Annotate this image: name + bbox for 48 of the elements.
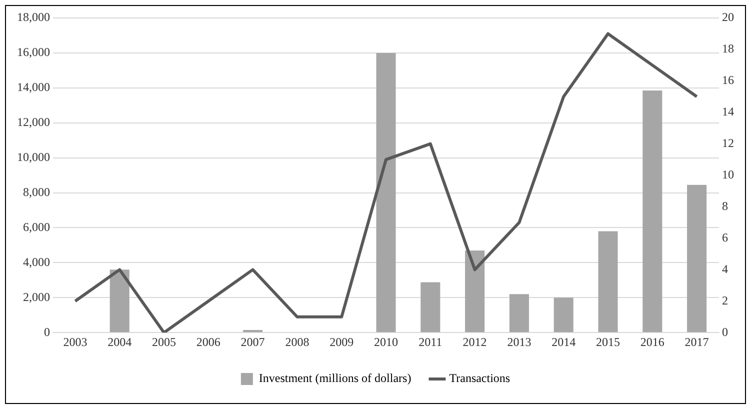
y2-tick-label: 12 [722, 136, 734, 150]
y2-tick-label: 6 [722, 230, 728, 244]
x-tick-label: 2008 [285, 334, 310, 349]
x-tick-label: 2012 [462, 334, 487, 349]
bar [509, 294, 529, 332]
x-tick-label: 2007 [240, 334, 265, 349]
y2-tick-label: 16 [722, 73, 734, 88]
y2-tick-label: 10 [722, 167, 734, 182]
x-tick-label: 2009 [330, 334, 354, 349]
bar [598, 231, 618, 332]
x-tick-label: 2006 [196, 334, 220, 349]
y-tick-label: 6,000 [23, 220, 50, 234]
y2-tick-label: 14 [722, 104, 734, 119]
x-tick-label: 2013 [507, 334, 532, 349]
legend-label: Transactions [449, 371, 510, 386]
x-tick-label: 2017 [684, 334, 709, 349]
bar [642, 90, 662, 332]
bar [376, 52, 396, 332]
bar [243, 330, 263, 332]
y-tick-label: 18,000 [17, 10, 50, 24]
bar [687, 184, 707, 332]
y-tick-label: 2,000 [23, 290, 50, 304]
y-tick-label: 12,000 [17, 115, 50, 130]
x-tick-label: 2015 [596, 334, 620, 349]
bar [110, 270, 130, 332]
y2-tick-label: 18 [722, 42, 734, 56]
bar [420, 282, 440, 332]
x-tick-label: 2014 [552, 334, 576, 349]
y2-tick-label: 20 [722, 10, 734, 24]
bar [554, 298, 574, 332]
y2-tick-label: 8 [722, 198, 728, 213]
y-tick-label: 4,000 [23, 254, 50, 269]
x-tick-label: 2003 [63, 334, 88, 349]
x-tick-label: 2010 [374, 334, 398, 349]
y2-tick-label: 0 [722, 324, 728, 339]
x-tick-label: 2016 [640, 334, 664, 349]
bar [465, 250, 485, 332]
y-tick-label: 16,000 [17, 45, 50, 60]
x-tick-label: 2011 [418, 334, 442, 349]
y-tick-label: 8,000 [23, 184, 50, 199]
y2-tick-label: 2 [722, 293, 728, 308]
y-tick-label: 10,000 [17, 150, 50, 164]
y-tick-label: 0 [44, 324, 50, 339]
y2-tick-label: 4 [722, 262, 728, 276]
legend-label: Investment (millions of dollars) [258, 371, 412, 386]
x-tick-label: 2004 [108, 334, 132, 349]
x-tick-label: 2005 [152, 334, 176, 349]
y-tick-label: 14,000 [17, 80, 50, 94]
